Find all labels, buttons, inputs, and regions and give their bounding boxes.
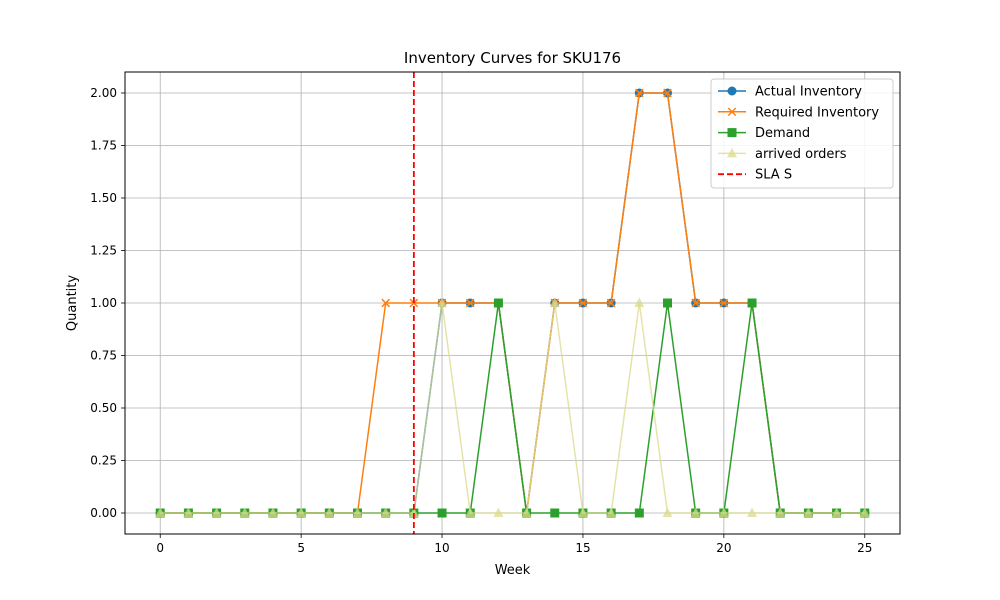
data-point — [719, 298, 729, 308]
y-tick-label: 1.00 — [90, 296, 117, 310]
legend-item: Demand — [718, 126, 810, 141]
data-point — [493, 507, 504, 517]
y-tick-label: 2.00 — [90, 86, 117, 100]
legend-label: Required Inventory — [755, 105, 879, 120]
x-tick-label: 20 — [716, 541, 731, 555]
y-axis-label: Quantity — [65, 275, 80, 331]
data-point — [324, 507, 335, 517]
x-axis-label: Week — [495, 563, 531, 578]
data-point — [577, 507, 588, 517]
data-point — [634, 508, 644, 518]
data-point — [549, 297, 560, 307]
y-tick-label: 0.50 — [90, 401, 117, 415]
legend-item: Required Inventory — [718, 105, 879, 120]
legend: Actual Inventory Required Inventory Demand… — [710, 78, 894, 189]
data-point — [634, 297, 645, 307]
y-tick-label: 1.25 — [90, 244, 117, 258]
series-line — [160, 302, 865, 514]
series-layer — [155, 72, 870, 534]
data-point — [578, 298, 588, 308]
series-3 — [155, 297, 870, 517]
data-point — [211, 507, 222, 517]
x-tick-label: 25 — [857, 541, 872, 555]
legend-label: arrived orders — [755, 147, 847, 162]
data-point — [662, 507, 673, 517]
data-point — [183, 507, 194, 517]
legend-box — [710, 78, 894, 189]
data-point — [465, 298, 475, 308]
data-point — [718, 507, 729, 517]
legend-item: Actual Inventory — [718, 85, 862, 100]
legend-marker — [727, 86, 737, 96]
data-point — [606, 298, 616, 308]
y-tick-label: 0.00 — [90, 506, 117, 520]
x-tick-label: 10 — [434, 541, 449, 555]
data-point — [690, 507, 701, 517]
data-point — [380, 507, 391, 517]
data-point — [437, 297, 448, 307]
legend-marker — [727, 107, 737, 117]
data-point — [663, 298, 672, 308]
data-point — [465, 507, 476, 517]
ticks: 0 5 10 15 20 25 0.00 0.25 0.50 0.75 1.00 1.25 1.50 1.… — [90, 86, 872, 555]
legend-marker — [727, 128, 737, 138]
y-tick-label: 1.75 — [90, 139, 117, 153]
legend-item: SLA S — [718, 168, 792, 183]
y-tick-label: 0.75 — [90, 349, 117, 363]
data-point — [155, 507, 166, 517]
data-point — [831, 507, 842, 517]
data-point — [747, 298, 757, 308]
x-tick-label: 15 — [575, 541, 590, 555]
data-point — [803, 507, 814, 517]
data-point — [550, 508, 560, 518]
legend-label: Demand — [755, 126, 810, 141]
data-point — [747, 507, 758, 517]
legend-item: arrived orders — [718, 147, 847, 162]
data-point — [296, 507, 307, 517]
x-tick-label: 0 — [156, 541, 164, 555]
data-point — [775, 507, 786, 517]
data-point — [493, 298, 503, 308]
legend-label: SLA S — [755, 168, 792, 183]
y-tick-label: 1.50 — [90, 191, 117, 205]
data-point — [663, 88, 672, 98]
y-tick-label: 0.25 — [90, 454, 117, 468]
data-point — [691, 298, 701, 308]
data-point — [437, 508, 447, 518]
chart-title: Inventory Curves for SKU176 — [404, 49, 621, 67]
x-tick-label: 5 — [297, 541, 305, 555]
data-point — [634, 88, 644, 98]
data-point — [352, 507, 363, 517]
data-point — [267, 507, 278, 517]
data-point — [859, 507, 870, 517]
data-point — [381, 298, 391, 308]
data-point — [521, 507, 532, 517]
data-point — [239, 507, 250, 517]
legend-marker — [727, 147, 737, 158]
data-point — [606, 507, 617, 517]
data-point — [408, 507, 419, 517]
legend-label: Actual Inventory — [755, 85, 862, 100]
